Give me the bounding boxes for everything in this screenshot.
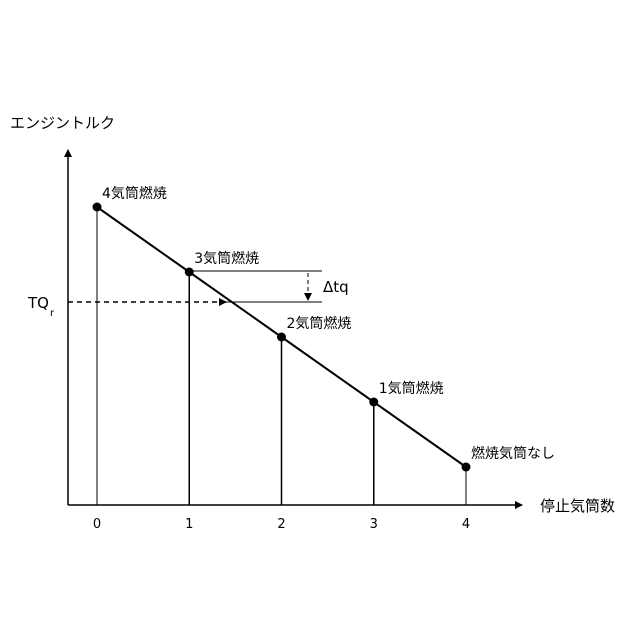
tqr-subscript: r — [50, 308, 55, 319]
point-label: 2気筒燃焼 — [287, 315, 352, 332]
x-tick-label: 2 — [277, 517, 285, 532]
data-point — [93, 203, 102, 212]
point-label: 3気筒燃焼 — [194, 250, 259, 267]
x-tick-label: 4 — [462, 517, 470, 532]
data-point — [277, 333, 286, 342]
x-tick-label: 3 — [370, 517, 378, 532]
tqr-label: TQ — [27, 294, 49, 312]
data-point — [369, 398, 378, 407]
data-point — [462, 463, 471, 472]
point-label: 燃焼気筒なし — [471, 445, 555, 462]
x-tick-label: 0 — [93, 517, 101, 532]
point-label: 1気筒燃焼 — [379, 380, 444, 397]
x-axis-label: 停止気筒数 — [540, 497, 615, 515]
x-tick-label: 1 — [185, 517, 193, 532]
delta-tq-label: Δtq — [323, 278, 349, 296]
y-axis-label: エンジントルク — [10, 114, 115, 132]
data-point — [185, 268, 194, 277]
point-label: 4気筒燃焼 — [102, 185, 167, 202]
